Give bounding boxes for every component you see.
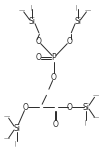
Text: O: O	[67, 103, 73, 112]
Text: Si: Si	[83, 103, 90, 112]
Text: —: —	[30, 4, 35, 10]
Text: O: O	[51, 73, 57, 82]
Text: O: O	[36, 37, 42, 46]
Text: —: —	[93, 116, 99, 121]
Text: —: —	[4, 115, 10, 120]
Text: O: O	[23, 103, 29, 112]
Text: O: O	[66, 37, 72, 46]
Text: —: —	[84, 119, 89, 125]
Text: Si: Si	[13, 124, 20, 133]
Text: O: O	[53, 120, 59, 129]
Text: —: —	[93, 94, 99, 99]
Text: —: —	[75, 4, 80, 10]
Text: O: O	[36, 53, 42, 62]
Text: —: —	[14, 140, 19, 146]
Text: P: P	[52, 53, 56, 62]
Text: —: —	[19, 8, 25, 13]
Text: Si: Si	[29, 17, 36, 26]
Text: —: —	[4, 137, 10, 142]
Text: Si: Si	[74, 17, 81, 26]
Text: —: —	[85, 8, 91, 13]
